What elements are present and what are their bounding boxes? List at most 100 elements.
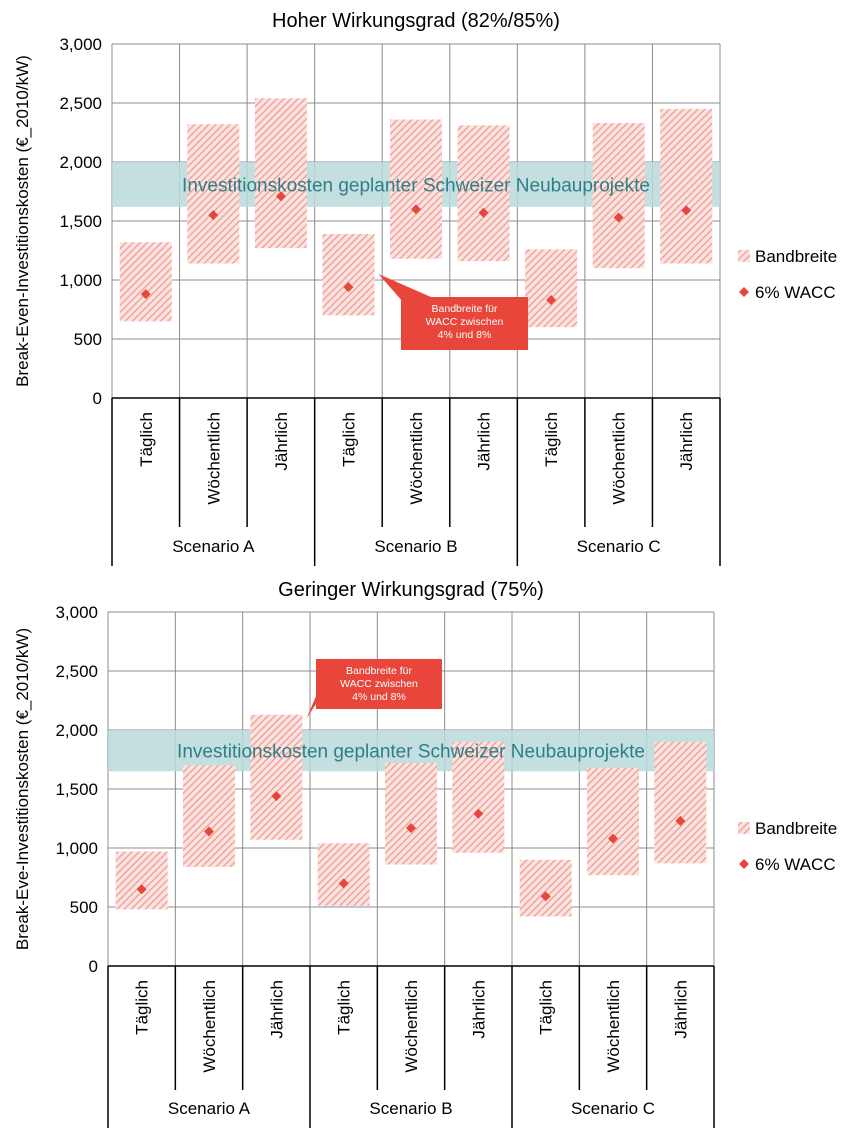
- x-category-label: Jährlich: [671, 980, 690, 1039]
- legend-point-label: 6% WACC: [755, 855, 836, 874]
- x-group-label: Scenario B: [369, 1099, 452, 1118]
- y-tick-label: 0: [93, 389, 102, 408]
- wacc-point: [271, 791, 282, 802]
- chart-panel-2: Geringer Wirkungsgrad (75%) 0 500 1,000 1,50…: [13, 579, 837, 1128]
- range-bar: [660, 108, 713, 264]
- wacc-point: [136, 884, 147, 895]
- callout-box: [401, 297, 528, 350]
- wacc-point: [275, 191, 286, 202]
- legend-band-label: Bandbreite: [755, 247, 837, 266]
- range-bar: [119, 242, 172, 322]
- range-bar: [587, 767, 639, 876]
- range-bar: [654, 741, 707, 864]
- range-bar: [385, 763, 437, 865]
- callout-text: 4% und 8%: [438, 329, 492, 341]
- x-group-label: Scenario A: [172, 537, 255, 556]
- x-category-label: Jährlich: [272, 412, 291, 471]
- range-bar: [322, 233, 375, 316]
- x-category-label: Täglich: [133, 980, 152, 1035]
- callout-text: Bandbreite für: [346, 665, 412, 677]
- y-tick-label: 1,500: [55, 780, 98, 799]
- y-tick-label: 500: [74, 330, 102, 349]
- wacc-point: [675, 815, 686, 826]
- wacc-point: [681, 205, 692, 216]
- wacc-point: [546, 295, 557, 306]
- range-bar: [452, 741, 505, 853]
- range-bar: [187, 124, 240, 264]
- x-group-label: Scenario C: [571, 1099, 655, 1118]
- callout-box: [316, 659, 442, 709]
- x-category-label: Wöchentlich: [204, 412, 223, 505]
- x-category-label: Täglich: [137, 412, 156, 467]
- chart-panel-1: Hoher Wirkungsgrad (82%/85%) 0 500 1,000 1,5…: [13, 10, 837, 566]
- range-bar: [519, 859, 572, 917]
- y-tick-label: 3,000: [55, 603, 98, 622]
- wacc-point: [204, 826, 214, 837]
- x-category-label: Wöchentlich: [610, 412, 629, 505]
- x-category-label: Wöchentlich: [402, 980, 421, 1073]
- range-bar: [457, 125, 510, 262]
- legend-band-label: Bandbreite: [755, 819, 837, 838]
- x-group-label: Scenario C: [577, 537, 661, 556]
- legend-band-swatch: [738, 822, 750, 834]
- x-category-label: Jährlich: [475, 412, 494, 471]
- range-bar: [115, 851, 168, 910]
- range-bar: [183, 765, 235, 867]
- callout-text: Bandbreite für: [432, 303, 498, 315]
- y-axis-label: Break-Even-Investitionskosten (€_2010/kW…: [13, 55, 32, 387]
- reference-band-label: Investitionskosten geplanter Schweizer N…: [182, 175, 650, 196]
- reference-band-label: Investitionskosten geplanter Schweizer N…: [177, 742, 645, 763]
- range-bar: [250, 714, 303, 840]
- callout-text: 4% und 8%: [352, 691, 406, 703]
- callout-text: WACC zwischen: [426, 316, 504, 328]
- y-tick-label: 1,500: [59, 212, 102, 231]
- wacc-point: [343, 282, 354, 293]
- x-category-label: Jährlich: [469, 980, 488, 1039]
- wacc-point: [478, 207, 489, 218]
- wacc-point: [473, 808, 484, 819]
- y-tick-label: 2,000: [55, 721, 98, 740]
- y-tick-label: 2,000: [59, 153, 102, 172]
- x-category-label: Täglich: [537, 980, 556, 1035]
- wacc-point: [406, 822, 416, 833]
- legend-point-swatch: [739, 287, 749, 297]
- y-tick-label: 2,500: [59, 94, 102, 113]
- y-tick-label: 1,000: [59, 271, 102, 290]
- wacc-point: [208, 210, 219, 221]
- legend-band-swatch: [738, 250, 750, 262]
- y-tick-label: 3,000: [59, 35, 102, 54]
- x-category-label: Täglich: [542, 412, 561, 467]
- range-bar: [317, 843, 370, 906]
- chart-title: Hoher Wirkungsgrad (82%/85%): [272, 10, 560, 32]
- x-category-label: Wöchentlich: [604, 980, 623, 1073]
- wacc-point: [608, 833, 618, 844]
- x-category-label: Wöchentlich: [200, 980, 219, 1073]
- wacc-point: [140, 289, 151, 300]
- range-bar: [390, 119, 442, 259]
- x-category-label: Jährlich: [677, 412, 696, 471]
- wacc-point: [613, 212, 624, 223]
- legend-point-label: 6% WACC: [755, 283, 836, 302]
- range-bar: [592, 123, 645, 269]
- range-bar: [525, 249, 578, 328]
- legend-point-swatch: [739, 859, 749, 869]
- x-group-label: Scenario B: [374, 537, 457, 556]
- callout-text: WACC zwischen: [340, 678, 418, 690]
- y-tick-label: 500: [70, 898, 98, 917]
- x-category-label: Wöchentlich: [407, 412, 426, 505]
- x-category-label: Täglich: [335, 980, 354, 1035]
- wacc-point: [411, 204, 421, 215]
- wacc-point: [338, 878, 349, 889]
- wacc-point: [540, 891, 551, 902]
- x-category-label: Jährlich: [267, 980, 286, 1039]
- y-tick-label: 0: [89, 957, 98, 976]
- x-group-label: Scenario A: [168, 1099, 251, 1118]
- y-tick-label: 1,000: [55, 839, 98, 858]
- x-category-label: Täglich: [339, 412, 358, 467]
- y-tick-label: 2,500: [55, 662, 98, 681]
- y-axis-label: Break-Eve-Investitionskosten (€_2010/kW): [13, 628, 32, 950]
- range-bar: [254, 98, 307, 249]
- chart-title: Geringer Wirkungsgrad (75%): [278, 579, 544, 601]
